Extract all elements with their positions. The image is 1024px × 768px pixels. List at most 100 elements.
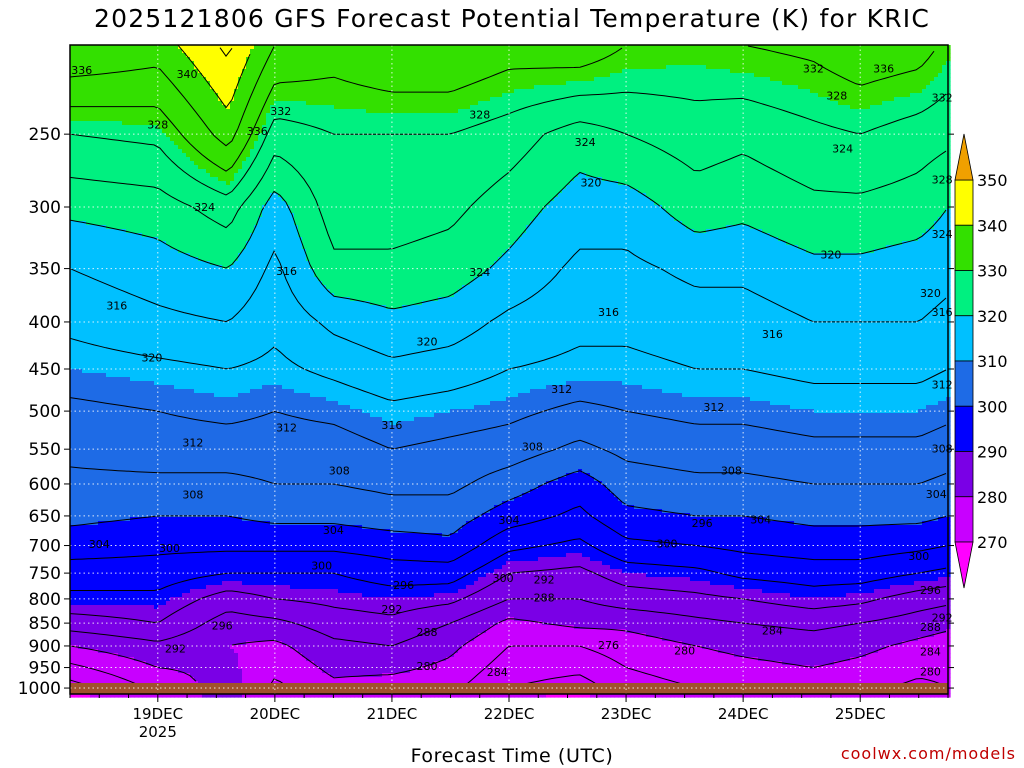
isentrope-280 (69, 618, 947, 682)
contour-label: 320 (141, 351, 162, 364)
contour-label: 280 (674, 644, 695, 657)
contour-label: 296 (393, 579, 414, 592)
y-tick-label: 450 (29, 360, 61, 380)
colorbar-over (954, 133, 974, 181)
contour-label: 308 (721, 464, 742, 477)
colorbar-label: 290 (977, 443, 1008, 462)
colorbar-segment (954, 315, 974, 362)
y-tick-label: 600 (29, 475, 61, 495)
theta-field (70, 45, 951, 698)
contour-label: 284 (920, 646, 941, 659)
y-tick-label: 500 (29, 402, 61, 422)
y-tick-label: 650 (29, 507, 61, 527)
contour-label: 292 (534, 573, 555, 586)
contour-label: 296 (212, 619, 233, 632)
contour-label: 332 (270, 105, 291, 118)
isentrope-292 (70, 538, 947, 591)
y-tick-label: 250 (29, 125, 61, 145)
colorbar-label: 330 (977, 262, 1008, 281)
contour-label: 304 (926, 488, 947, 501)
x-axis-label: Forecast Time (UTC) (0, 745, 1024, 767)
y-tick-label: 950 (29, 659, 61, 679)
contour-label: 296 (692, 517, 713, 530)
x-tick-label: 24DEC (718, 705, 769, 723)
x-tick-label: 25DEC (835, 705, 886, 723)
contour-label: 296 (920, 584, 941, 597)
contour-label: 332 (932, 91, 953, 104)
contour-label: 304 (750, 514, 771, 527)
colorbar-label: 310 (977, 352, 1008, 371)
colorbar-label: 340 (977, 216, 1008, 235)
contour-label: 336 (873, 62, 894, 75)
contour-label: 324 (932, 228, 953, 241)
contour-label: 324 (575, 136, 596, 149)
isentrope-316 (69, 248, 947, 358)
contour-label: 328 (826, 90, 847, 103)
contour-label: 304 (499, 514, 520, 527)
contour-label: 308 (329, 464, 350, 477)
isentrope-304 (69, 439, 947, 496)
isentrope-340 (177, 44, 251, 109)
contour-label: 312 (932, 379, 953, 392)
isentrope-296 (69, 505, 947, 563)
x-tick-label: 19DEC (133, 705, 184, 723)
contour-label: 280 (417, 660, 438, 673)
contour-label: 320 (920, 287, 941, 300)
colorbar-segment (954, 451, 974, 498)
contour-label: 308 (182, 488, 203, 501)
contour-label: 300 (908, 550, 929, 563)
colorbar-segment (954, 179, 974, 226)
contour-label: 328 (932, 173, 953, 186)
isentrope-308 (69, 397, 947, 450)
y-tick-label: 700 (29, 537, 61, 557)
contour-label: 300 (159, 542, 180, 555)
colorbar-segment (954, 270, 974, 317)
contour-label: 316 (762, 328, 783, 341)
isentrope-332 (70, 45, 935, 172)
contour-label: 280 (920, 666, 941, 679)
contour-label: 300 (657, 537, 678, 550)
contour-label: 320 (417, 335, 438, 348)
colorbar-segment (954, 405, 974, 452)
contour-label: 340 (177, 68, 198, 81)
colorbar-segment (954, 224, 974, 271)
contour-label: 312 (551, 383, 572, 396)
contour-label: 292 (381, 603, 402, 616)
credit-link[interactable]: coolwx.com/models (841, 744, 1016, 763)
y-tick-label: 900 (29, 637, 61, 657)
contour-label: 316 (381, 419, 402, 432)
contour-label: 324 (469, 266, 490, 279)
y-axis: 250 300 350 400 450 500 550 600 650 700 750 800 850 9… (18, 125, 954, 699)
contour-label: 304 (89, 538, 110, 551)
isentrope-288 (69, 566, 947, 624)
contour-label: 316 (932, 306, 953, 319)
contour-label: 316 (276, 265, 297, 278)
contour-label: 292 (165, 643, 186, 656)
x-tick-sublabel: 2025 (139, 723, 177, 741)
contour-label: 288 (920, 621, 941, 634)
contour-label: 312 (182, 437, 203, 450)
contour-label: 332 (803, 62, 824, 75)
contour-label: 304 (323, 524, 344, 537)
contour-label: 336 (71, 64, 92, 77)
isentrope-300 (69, 470, 947, 537)
x-tick-label: 22DEC (484, 705, 535, 723)
contour-label: 328 (469, 109, 490, 122)
contour-label: 316 (598, 306, 619, 319)
y-tick-label: 300 (29, 198, 61, 218)
colorbar-label: 280 (977, 488, 1008, 507)
y-tick-label: 400 (29, 313, 61, 333)
y-tick-label: 350 (29, 260, 61, 280)
contour-label: 284 (762, 625, 783, 638)
x-tick-label: 21DEC (367, 705, 418, 723)
contour-label: 320 (580, 176, 601, 189)
contour-label: 336 (247, 125, 268, 138)
contour-label: 312 (703, 401, 724, 414)
contour-label: 288 (417, 626, 438, 639)
contour-label: 324 (194, 201, 215, 214)
colorbar-segment (954, 360, 974, 407)
chart-title: 2025121806 GFS Forecast Potential Temper… (0, 4, 1024, 33)
y-tick-label: 1000 (18, 679, 61, 699)
colorbar-label: 350 (977, 171, 1008, 190)
